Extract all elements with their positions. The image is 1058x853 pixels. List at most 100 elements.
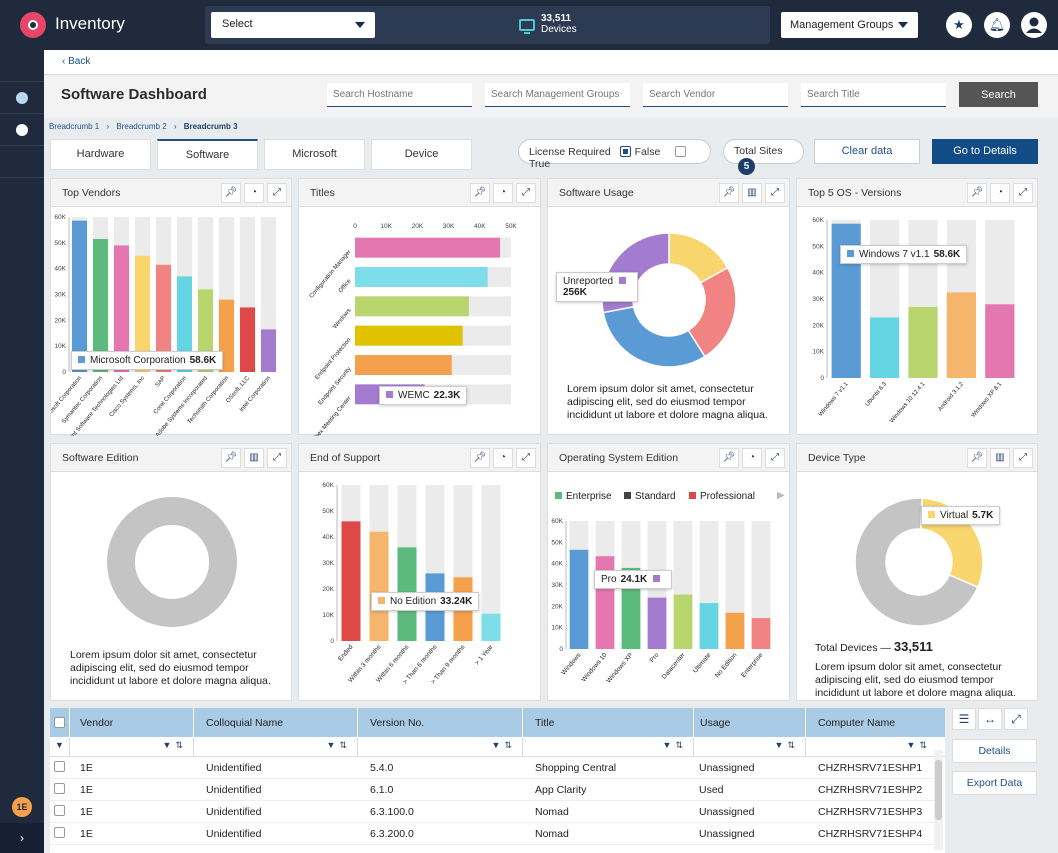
row-checkbox[interactable] [54,761,65,772]
scrollbar-thumb[interactable] [935,760,942,820]
user-avatar-icon[interactable] [1021,12,1047,38]
table-row[interactable]: 1E Unidentified 6.3.100.0 Nomad Unassigned CH… [50,801,938,823]
breadcrumb-item-1[interactable]: Breadcrumb 1 [49,122,100,131]
table-filter-row: ▼ ▼⇅ ▼⇅ ▼⇅ ▼⇅ ▼⇅ ▼⇅ [50,737,945,757]
resize-columns-icon[interactable]: ↔ [978,708,1002,730]
legend-item-enterprise[interactable]: Enterprise [555,491,612,502]
column-header-version[interactable]: Version No. [358,708,523,737]
expand-icon[interactable]: ⤢ [765,183,785,203]
y-tick-label: 0 [330,638,334,645]
table-row[interactable]: 1E Unidentified 6.3.200.0 Nomad Unassigned CH… [50,823,938,845]
filter-sort-icons[interactable]: ▼⇅ [662,740,687,750]
pie-chart-icon[interactable]: ◔ [493,183,513,203]
legend-item-professional[interactable]: Professional [689,491,755,502]
pin-icon[interactable]: 📌︎ [470,448,490,468]
pie-chart-icon[interactable]: ◔ [990,183,1010,203]
sidebar-item-2[interactable] [0,114,44,146]
false-checkbox[interactable] [619,146,631,157]
pin-icon[interactable]: 📌︎ [470,183,490,203]
tab-microsoft[interactable]: Microsoft [264,139,365,170]
search-vendor-input[interactable] [643,83,788,107]
expand-icon[interactable]: ⤢ [1004,708,1028,730]
table-row[interactable]: 1E Unidentified 5.4.0 Shopping Central Unass… [50,757,938,779]
pin-icon[interactable]: 📌︎ [221,183,241,203]
export-data-button[interactable]: Export Data [952,771,1037,795]
sidebar-item[interactable] [0,50,44,82]
column-header-colloquial-name[interactable]: Colloquial Name [194,708,358,737]
column-header-vendor[interactable]: Vendor [70,708,194,737]
chevron-left-icon: ‹ [62,56,69,67]
pin-icon[interactable]: 📌︎ [221,448,241,468]
filter-sort-icons[interactable]: ▼⇅ [162,740,187,750]
pie-slice [854,497,979,627]
management-groups-dropdown[interactable]: Management Groups [781,12,918,38]
filter-sort-icons[interactable]: ▼⇅ [491,740,516,750]
table-row[interactable]: 1E Unidentified 6.1.0 App Clarity Used CHZRHS… [50,779,938,801]
legend-swatch [78,356,85,363]
legend-item-standard[interactable]: Standard [624,491,676,502]
select-dropdown[interactable]: Select [211,12,375,38]
bar-chart-icon[interactable]: ▥ [990,448,1010,468]
y-tick-label: 10K [812,349,824,356]
filter-sort-icons[interactable]: ▼⇅ [774,740,799,750]
tab-hardware[interactable]: Hardware [50,139,151,170]
filter-icon[interactable]: ▼ [55,740,64,750]
filter-sort-icons[interactable]: ▼⇅ [906,740,931,750]
column-header-computer-name[interactable]: Computer Name [818,717,896,729]
row-checkbox[interactable] [54,805,65,816]
pie-chart-icon[interactable]: ◔ [244,183,264,203]
sidebar-item-1[interactable] [0,82,44,114]
pin-icon[interactable]: 📌︎ [719,183,739,203]
filter-sort-icons[interactable]: ▼⇅ [326,740,351,750]
pin-icon[interactable]: 📌︎ [967,183,987,203]
1e-logo-icon[interactable]: 1E [12,797,32,817]
column-header-usage[interactable]: Usage [694,708,806,737]
row-checkbox[interactable] [54,783,65,794]
tab-software[interactable]: Software [157,139,258,170]
filter-cell: ▼⇅ [358,737,523,757]
pie-chart-icon[interactable]: ◔ [742,448,762,468]
bar [71,220,88,372]
back-link[interactable]: ‹ Back [62,56,90,67]
expand-icon[interactable]: ⤢ [1013,448,1033,468]
search-hostname-input[interactable] [327,83,472,107]
pin-icon[interactable]: 📌︎ [719,448,739,468]
total-devices-value: 33,511 [893,639,933,654]
expand-icon[interactable]: ⤢ [765,448,785,468]
sidebar-item-3[interactable] [0,146,44,178]
true-checkbox[interactable] [675,146,687,157]
table-cell: Unidentified [206,806,262,818]
row-checkbox[interactable] [54,827,65,838]
expand-icon[interactable]: ⤢ [1013,183,1033,203]
table-cell: Nomad [535,828,569,840]
select-all-checkbox[interactable] [54,717,65,728]
bar-chart-icon[interactable]: ▥ [742,183,762,203]
details-button[interactable]: Details [952,739,1037,763]
favorites-star-icon[interactable]: ★ [946,12,972,38]
notifications-bell-icon[interactable]: 🔔︎ [984,12,1010,38]
pin-icon[interactable]: 📌︎ [967,448,987,468]
go-to-details-button[interactable]: Go to Details [932,139,1038,164]
clear-data-button[interactable]: Clear data [814,139,920,164]
search-title-input[interactable] [801,83,946,107]
expand-icon[interactable]: ⤢ [267,183,287,203]
bar-chart-icon[interactable]: ▥ [244,448,264,468]
column-header-title[interactable]: Title [523,708,694,737]
pie-chart-icon[interactable]: ◔ [493,448,513,468]
breadcrumb-item-2[interactable]: Breadcrumb 2 [116,122,167,131]
x-tick-label: Windows XP [605,652,634,685]
search-management-groups-input[interactable] [485,83,630,107]
table-scrollbar[interactable] [934,750,943,850]
expand-icon[interactable]: ⤢ [267,448,287,468]
x-tick-label: SAP [155,375,167,388]
expand-icon[interactable]: ⤢ [516,183,536,203]
tab-device[interactable]: Device [371,139,472,170]
expand-icon[interactable]: ⤢ [516,448,536,468]
card-header: Software Usage 📌︎ ▥ ⤢ [548,179,789,207]
list-view-icon[interactable]: ☰ [952,708,976,730]
total-sites-pill[interactable]: Total Sites5 [723,139,804,175]
search-button[interactable]: Search [959,82,1038,107]
legend-swatch [928,511,935,518]
legend-next-arrow-icon[interactable]: ▶ [777,490,785,501]
expand-sidebar-icon[interactable]: › [0,823,44,853]
